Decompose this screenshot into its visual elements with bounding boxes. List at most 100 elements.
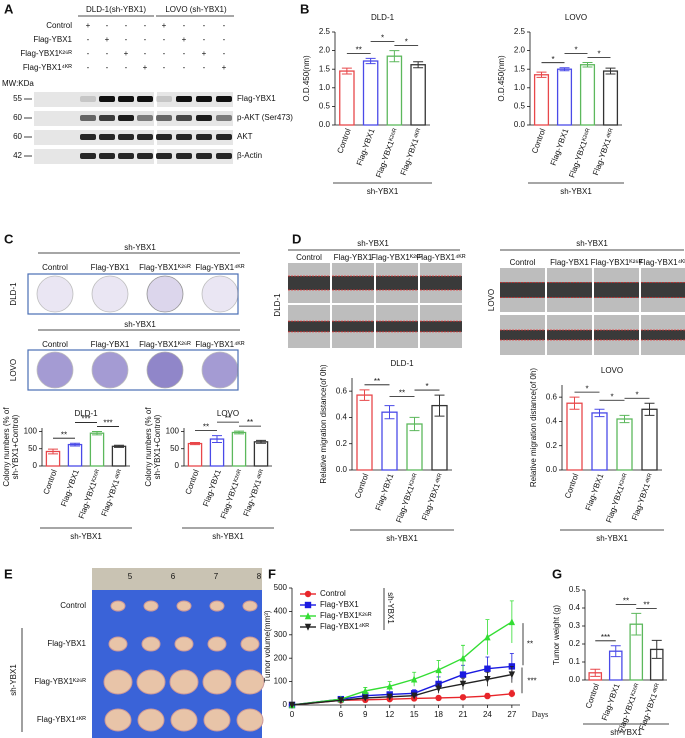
point: [508, 690, 516, 697]
error-bar: [605, 67, 616, 75]
significance: **: [225, 414, 231, 423]
dish: [91, 351, 129, 389]
band: [80, 134, 96, 140]
significance: **: [643, 601, 649, 610]
band: [99, 153, 115, 159]
error-bar: [536, 71, 547, 78]
label: +: [222, 63, 227, 72]
chart-title: DLD-1: [74, 409, 98, 418]
label: 55: [13, 94, 22, 103]
dish: [36, 275, 74, 313]
error-bar: [582, 62, 593, 68]
y-tick-label: 2.0: [319, 46, 331, 55]
y-tick-label: 1.0: [319, 83, 331, 92]
bar: [381, 411, 398, 471]
wound: [288, 321, 330, 332]
blot: [157, 130, 233, 145]
significance: ***: [103, 419, 112, 428]
y-tick-label: 0.1: [569, 657, 581, 666]
y-tick-label: 0.4: [569, 603, 581, 612]
significance: *: [405, 38, 408, 47]
label: 42: [13, 151, 22, 160]
band: [196, 96, 212, 102]
y-tick-label: 200: [274, 653, 288, 662]
y-tick-label: 0: [33, 461, 38, 470]
x-tick-label: Flag-YBX1: [201, 468, 223, 508]
significance: *: [585, 384, 588, 393]
label: p-AKT (Ser473): [237, 113, 293, 122]
wound: [547, 282, 592, 298]
y-tick-label: 0.5: [514, 102, 526, 111]
label: -: [183, 63, 186, 72]
tumor: [136, 669, 166, 695]
x-tick-label: Flag-YBX1ᴷ²⁶ᴿ: [219, 468, 245, 520]
label: LOVO: [9, 359, 18, 381]
y-tick-label: 1.5: [319, 64, 331, 73]
y-tick-label: 100: [166, 427, 180, 436]
x-tick-label: Flag-YBX1⁴ᴷᴿ: [591, 127, 616, 177]
label: +: [105, 35, 110, 44]
bar: [641, 408, 658, 471]
label: -: [223, 21, 226, 30]
panel-label: C: [4, 231, 14, 246]
panel-label: G: [552, 566, 562, 581]
wound: [332, 321, 374, 332]
tumor: [141, 636, 161, 652]
point: [410, 675, 418, 683]
significance: ***: [527, 677, 536, 686]
bar: [89, 432, 105, 467]
error-bar: [212, 435, 222, 444]
x-tick-label: Flag-YBX1ᴷ²⁶ᴿ: [374, 127, 400, 179]
wound: [500, 282, 545, 298]
tumor: [176, 600, 192, 612]
blot: [34, 92, 154, 107]
legend-marker: [304, 590, 312, 598]
label: 5: [128, 572, 133, 581]
point: [459, 694, 467, 701]
label: Control: [46, 21, 72, 30]
label: Flag-YBX1ᴷ²⁶ᴿ: [34, 677, 86, 686]
panel-label: B: [300, 1, 309, 16]
x-tick-label: Flag-YBX1: [355, 127, 377, 167]
label: LOVO: [487, 289, 496, 311]
x-tick-label: 15: [410, 710, 419, 719]
significance: *: [635, 390, 638, 399]
error-bar: [70, 442, 80, 447]
error-bar: [365, 57, 376, 65]
label: Flag-YBX1ᴷ²⁶ᴿ: [20, 49, 72, 58]
significance: **: [623, 597, 629, 606]
label: DLD-1(sh-YBX1): [86, 5, 146, 14]
y-tick-label: 0.2: [569, 639, 581, 648]
x-tick-label: Control: [563, 472, 580, 500]
significance: **: [399, 389, 405, 398]
x-tick-label: Control: [42, 468, 59, 496]
y-tick-label: 0.0: [319, 120, 331, 129]
error-bar: [234, 430, 244, 435]
y-tick-label: 0.0: [336, 465, 348, 474]
label: AKT: [237, 132, 253, 141]
label: Control: [296, 253, 322, 262]
label: 6: [171, 572, 176, 581]
wound: [288, 276, 330, 290]
label: Flag-YBX1⁴ᴷᴿ: [416, 253, 466, 262]
series-line: [291, 621, 513, 706]
panel-label: F: [268, 566, 276, 581]
x-tick-label: Flag-YBX1: [549, 127, 571, 167]
wound: [594, 282, 639, 298]
point: [459, 680, 467, 688]
x-tick-label: Control: [335, 127, 352, 155]
band: [156, 96, 172, 102]
tumor: [174, 636, 194, 652]
point: [459, 671, 467, 678]
bar: [591, 412, 608, 471]
bar: [556, 68, 573, 126]
error-bar: [48, 448, 58, 455]
x-axis-label: Days: [532, 710, 548, 719]
bar: [231, 431, 247, 467]
label: -: [144, 35, 147, 44]
y-tick-label: 0.2: [546, 441, 558, 450]
tumor: [240, 636, 260, 652]
y-tick-label: 300: [274, 630, 288, 639]
bar: [209, 438, 225, 467]
y-tick-label: 0.3: [569, 621, 581, 630]
